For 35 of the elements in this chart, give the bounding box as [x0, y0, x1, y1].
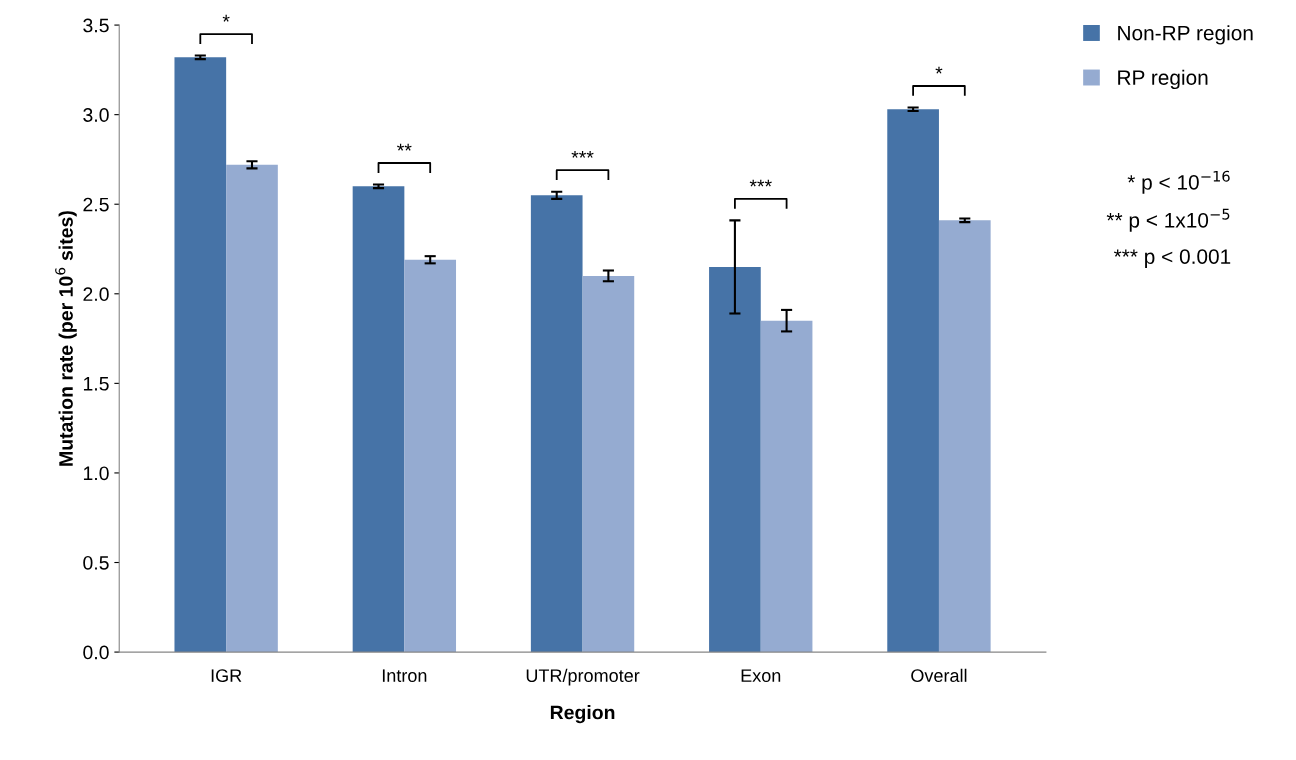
x-tick-label: IGR — [211, 669, 242, 683]
annotation: *** — [571, 150, 594, 158]
text: * p < 10$^{−16}$ — [1127, 170, 1230, 194]
y-tick-label: 1.5 — [83, 377, 109, 391]
bar — [226, 164, 278, 653]
legend-label: Non-RP region — [1118, 25, 1253, 45]
bar — [530, 195, 583, 653]
x-tick-label: Exon — [741, 669, 781, 683]
y-tick-label: 2.5 — [83, 197, 109, 212]
y-tick-label: 3.0 — [83, 108, 109, 122]
y-tick-label: 3.5 — [83, 18, 109, 33]
y-tick-label: 0.0 — [83, 645, 109, 660]
text: *** p < 0.001 — [1113, 249, 1231, 269]
bar — [709, 266, 761, 653]
bar — [887, 109, 939, 653]
annotation: *** — [749, 179, 772, 187]
y-tick-label: 1.0 — [83, 466, 109, 481]
bar — [404, 259, 457, 653]
x-axis-title: Region — [550, 705, 615, 724]
annotation: ** — [397, 143, 412, 151]
x-tick-label: UTR/promoter — [526, 668, 640, 686]
y-tick-label: 2.0 — [83, 287, 109, 302]
legend-label: RP region — [1118, 69, 1208, 90]
annotation: * — [935, 66, 943, 74]
text: * — [222, 14, 230, 22]
bar — [582, 275, 635, 653]
bar — [938, 220, 991, 653]
y-axis-title: Mutation rate (per 10$^{6}$ sites) — [55, 211, 77, 466]
y-tick-label: 0.5 — [83, 555, 109, 570]
bar — [174, 57, 227, 653]
x-tick-label: Overall — [911, 668, 967, 683]
text: ** p < 1x10$^{−5}$ — [1106, 208, 1230, 232]
bar — [760, 320, 813, 653]
x-tick-label: Intron — [382, 669, 427, 683]
bar — [352, 186, 405, 653]
